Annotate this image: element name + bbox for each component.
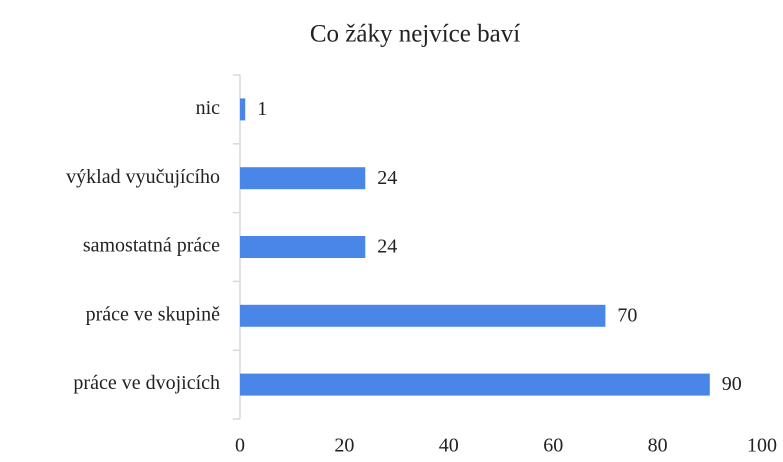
data-label: 1: [257, 98, 267, 120]
bar: [240, 236, 366, 258]
x-tick-label: 60: [543, 435, 563, 457]
y-tick-label: nic: [196, 97, 221, 119]
x-tick-label: 40: [439, 435, 459, 457]
bar: [240, 373, 710, 396]
y-tick-label: samostatná práce: [83, 235, 220, 257]
bar: [240, 304, 606, 327]
x-tick-label: 100: [747, 435, 777, 457]
data-label: 24: [377, 236, 397, 258]
bar: [240, 98, 246, 121]
data-label: 70: [617, 304, 637, 326]
x-tick-label: 0: [235, 435, 245, 457]
bar: [240, 167, 366, 190]
chart-title: Co žáky nejvíce baví: [310, 21, 520, 48]
x-tick-label: 20: [334, 435, 354, 457]
y-tick-label: práce ve dvojicích: [73, 372, 220, 394]
x-tick-label: 80: [648, 435, 668, 457]
y-tick-label: výklad vyučujícího: [66, 166, 220, 188]
y-tick-label: práce ve skupině: [86, 303, 221, 325]
data-label: 90: [722, 373, 742, 395]
data-label: 24: [377, 167, 397, 189]
